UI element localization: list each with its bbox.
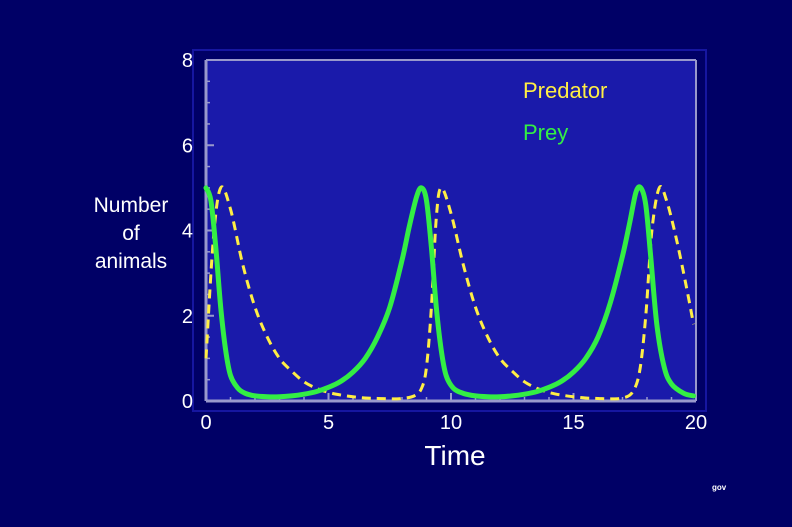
y-axis-label-line-1: Number xyxy=(94,194,169,217)
legend-predator: Predator xyxy=(523,78,607,103)
x-tick-label: 10 xyxy=(440,412,462,434)
series-layer xyxy=(203,184,697,401)
y-tick-label: 4 xyxy=(182,221,193,243)
x-axis-label: Time xyxy=(424,440,485,471)
footer-text: gov xyxy=(712,483,727,492)
x-tick-label: 20 xyxy=(685,412,707,434)
y-tick-label: 2 xyxy=(182,306,193,328)
series-line-predator xyxy=(204,185,696,401)
y-tick-label: 0 xyxy=(182,391,193,413)
y-axis-label-line-2: of xyxy=(122,222,140,245)
y-axis-label-line-3: animals xyxy=(95,250,167,273)
plot-area xyxy=(206,60,696,401)
x-tick-label: 5 xyxy=(323,412,334,434)
y-axis-ticks: 0 2 4 6 8 xyxy=(182,50,214,413)
legend-prey: Prey xyxy=(523,120,568,145)
y-tick-label: 8 xyxy=(182,50,193,72)
x-tick-label: 15 xyxy=(562,412,584,434)
y-tick-label: 6 xyxy=(182,135,193,157)
plot-frame xyxy=(192,49,707,412)
x-tick-label: 0 xyxy=(200,412,211,434)
series-line-prey xyxy=(203,184,697,400)
